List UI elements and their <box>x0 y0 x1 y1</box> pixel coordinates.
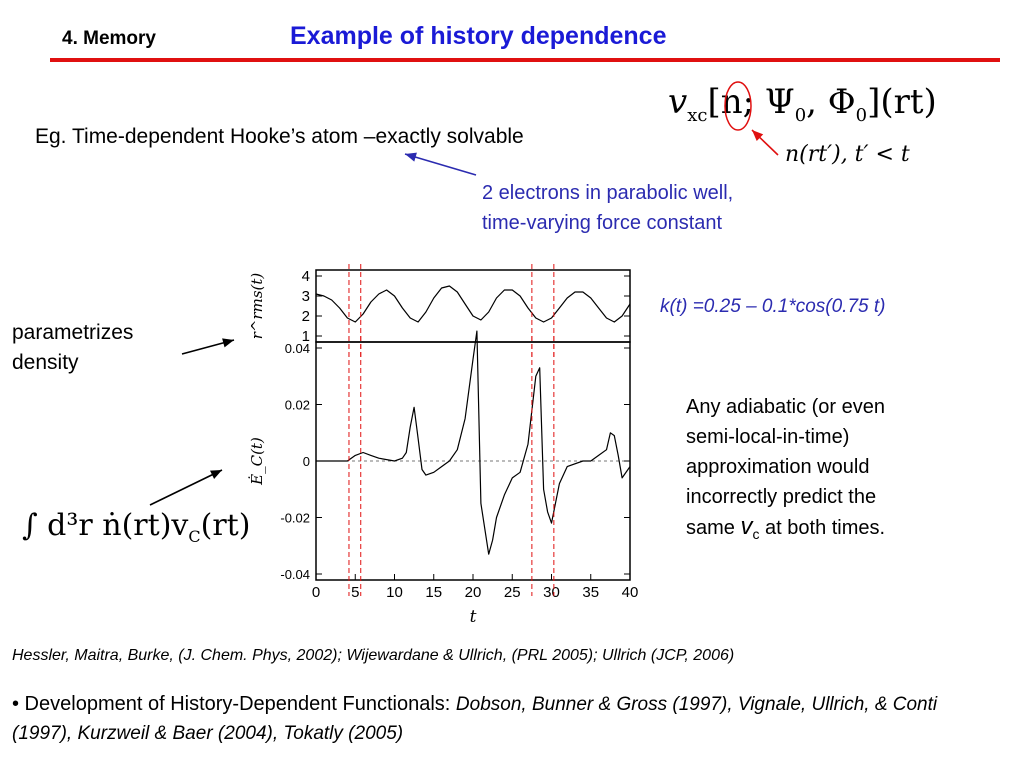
plot2-xtick-label: 10 <box>386 584 403 601</box>
plot2-ytick-label: -0.04 <box>280 567 310 582</box>
vxc-tail: ](rt) <box>867 82 937 122</box>
integral-tail: (rt) <box>200 508 251 543</box>
plot2-ytick-label: 0.04 <box>285 341 310 356</box>
adiabatic-line1: Any adiabatic (or even <box>686 396 886 418</box>
integral-subscript: C <box>188 527 201 546</box>
vxc-mid: , Φ <box>806 82 856 122</box>
bullet-references: Dobson, Bunner & Gross (1997), Vignale, … <box>12 694 938 744</box>
adiabatic-line5: same vc at both times. <box>686 512 986 549</box>
parametrizes-line1: parametrizes <box>12 321 134 344</box>
density-arrow-head <box>752 130 764 142</box>
vxc-subscript: xc <box>687 104 708 126</box>
plot1-yaxis-label: r^rms(t) <box>248 273 266 340</box>
parametrizes-note: parametrizes density <box>12 318 133 378</box>
plot1-ytick-label: 3 <box>302 288 310 305</box>
plot2-xtick-label: 40 <box>622 584 639 601</box>
title-divider <box>50 58 1000 62</box>
vc-symbol: v <box>740 513 753 540</box>
plot2-ytick-label: 0.02 <box>285 398 310 413</box>
plot2-xtick-label: 20 <box>465 584 482 601</box>
electrons-note: 2 electrons in parabolic well, time-vary… <box>482 178 733 238</box>
electrons-note-line2: time-varying force constant <box>482 212 723 234</box>
plot2-series-line <box>316 330 631 555</box>
plot2-xaxis-label: t <box>470 607 477 627</box>
vxc-functional-formula: vxc[n; Ψ0, Φ0](rt) <box>668 82 937 126</box>
vxc-sub0a: 0 <box>794 104 807 126</box>
plot2-ytick-label: 0 <box>303 454 310 469</box>
plot1-ytick-label: 2 <box>302 308 310 325</box>
plot2-xtick-label: 30 <box>543 584 560 601</box>
plot2-xtick-label: 0 <box>312 584 320 601</box>
n-highlight-circle <box>724 81 752 131</box>
plot1-ytick-label: 4 <box>302 268 310 285</box>
electrons-arrow-head <box>405 152 417 162</box>
vxc-sub0b: 0 <box>855 104 868 126</box>
slide-title: Example of history dependence <box>290 22 667 50</box>
plot1-series-line <box>315 285 631 323</box>
integral-arrow-head <box>210 470 222 480</box>
plot2-yaxis-label: Ė_C(t) <box>248 437 266 486</box>
parametrizes-arrow-head <box>222 338 234 348</box>
history-functionals-bullet: • Development of History-Dependent Funct… <box>12 690 1002 748</box>
electrons-note-line1: 2 electrons in parabolic well, <box>482 182 734 204</box>
plot2-xtick-label: 5 <box>351 584 359 601</box>
integral-formula: ∫ d³r ṅ(rt)vC(rt) <box>22 508 250 546</box>
adiabatic-line4: incorrectly predict the <box>686 486 877 508</box>
plot1-ytick-label: 1 <box>302 328 310 345</box>
vc-subscript: c <box>752 526 760 542</box>
density-history-formula: n(rt′), t′ < t <box>785 142 910 167</box>
electrons-arrow-shaft <box>404 153 477 176</box>
integral-arrow-shaft <box>149 469 223 506</box>
section-label: 4. Memory <box>62 28 156 49</box>
plot2-xtick-label: 35 <box>582 584 599 601</box>
bullet-lead: • Development of History-Dependent Funct… <box>12 693 451 715</box>
intro-text: Eg. Time-dependent Hooke’s atom –exactly… <box>35 125 524 148</box>
plot2-ytick-label: -0.02 <box>280 511 310 526</box>
adiabatic-suffix: at both times. <box>765 517 886 539</box>
plot2-xtick-label: 25 <box>504 584 521 601</box>
integral-body: ∫ d³r ṅ(rt)v <box>22 508 189 543</box>
adiabatic-line2: semi-local-in-time) <box>686 426 850 448</box>
adiabatic-line3: approximation would <box>686 456 870 478</box>
vxc-v: v <box>668 82 688 122</box>
adiabatic-prefix: same <box>686 517 735 539</box>
plot2-xtick-label: 15 <box>425 584 442 601</box>
plot1-frame <box>315 269 631 343</box>
parametrizes-line2: density <box>12 351 79 374</box>
force-constant-formula: k(t) =0.25 – 0.1*cos(0.75 t) <box>660 296 886 317</box>
references-line: Hessler, Maitra, Burke, (J. Chem. Phys, … <box>12 647 735 664</box>
adiabatic-note: Any adiabatic (or even semi-local-in-tim… <box>686 392 986 549</box>
